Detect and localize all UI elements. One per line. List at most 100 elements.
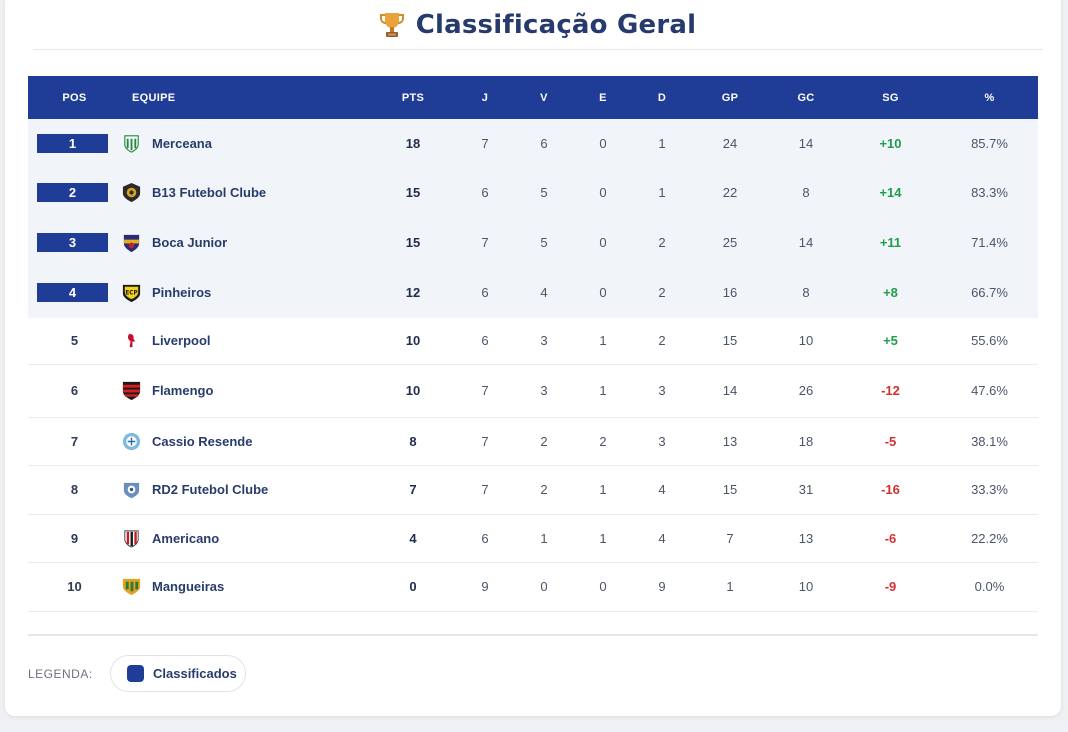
cell-d: 1 [658,135,666,151]
header-d[interactable]: D [657,91,667,104]
cell-e: 1 [599,333,607,348]
cell-d: 4 [658,482,666,497]
table-row[interactable]: 9 Americano 4 6 1 1 4 7 13 -6 22.2% [28,514,1038,562]
cell-gp: 24 [722,135,738,151]
team-name[interactable]: Cassio Resende [152,433,253,449]
cell-gc: 14 [798,135,814,151]
cell-j: 6 [481,333,489,348]
header-pct[interactable]: % [984,91,995,104]
cell-gc: 26 [798,383,814,398]
cell-v: 4 [540,284,548,300]
legend-swatch [127,665,144,682]
cell-pct: 71.4% [971,234,1008,250]
team-name[interactable]: Boca Junior [152,234,228,250]
goal-difference: -12 [881,383,900,398]
team-name[interactable]: B13 Futebol Clube [152,185,267,200]
cell-e: 0 [599,185,607,200]
cell-j: 6 [481,185,489,200]
cell-gc: 8 [802,185,810,200]
table-row[interactable]: 1 Merceana 18 7 6 0 1 24 14 +10 85.7% [28,119,1038,168]
cell-e: 2 [599,433,607,449]
header-gc[interactable]: GC [797,91,815,104]
team-name[interactable]: Pinheiros [152,284,212,300]
cell-v: 2 [540,433,548,449]
cell-e: 0 [599,135,607,151]
cell-team: Mangueiras [121,562,374,611]
cell-pct: 83.3% [971,185,1008,200]
position-number: 7 [70,433,79,449]
cell-gp: 14 [722,383,738,398]
team-name[interactable]: Merceana [152,135,212,151]
cell-gc: 8 [802,284,810,300]
header-team[interactable]: EQUIPE [132,91,176,104]
cell-j: 7 [481,135,489,151]
position-badge: 3 [37,232,108,252]
table-row[interactable]: 2 B13 Futebol Clube 15 6 5 0 1 22 8 +14 83.3% [28,168,1038,217]
header-pts[interactable]: PTS [401,91,425,104]
cell-pts: 8 [409,433,417,449]
legend-label: LEGENDA: [28,667,93,681]
header-sg[interactable]: SG [882,91,899,104]
cell-sg: -6 [840,514,941,562]
team-name[interactable]: RD2 Futebol Clube [152,482,269,497]
cell-v: 5 [540,234,548,250]
cell-pts: 15 [405,185,421,200]
goal-difference: +11 [879,234,902,250]
team-crest-icon [121,182,142,203]
cell-gp: 7 [726,530,734,546]
header-gp[interactable]: GP [721,91,739,104]
header-j[interactable]: J [481,91,489,104]
cell-team: Flamengo [121,364,374,417]
cell-e: 1 [599,482,607,497]
table-row[interactable]: 4 ECP Pinheiros 12 6 4 0 2 16 8 +8 66.7% [28,267,1038,317]
cell-pts: 7 [409,482,417,497]
table-row[interactable]: 8 RD2 Futebol Clube 7 7 2 1 4 15 31 -16 33.3% [28,465,1038,514]
cell-gp: 1 [726,579,734,594]
cell-pos: 9 [28,514,121,562]
cell-v: 5 [540,185,548,200]
header-v[interactable]: V [540,91,548,104]
table-row[interactable]: 5 Liverpool 10 6 3 1 2 15 10 +5 55.6% [28,317,1038,364]
goal-difference: -5 [884,433,897,449]
cell-gc: 10 [798,333,814,348]
cell-e: 1 [599,530,607,546]
table-row[interactable]: 6 Flamengo 10 7 3 1 3 14 26 -12 47.6% [28,364,1038,417]
team-crest-icon [121,528,142,549]
cell-pts: 12 [405,284,421,300]
cell-team: Merceana [121,119,374,168]
cell-pts: 0 [409,579,417,594]
goal-difference: +5 [883,333,898,348]
cell-pos: 7 [28,417,121,465]
cell-v: 6 [540,135,548,151]
header-pos[interactable]: POS [62,91,87,104]
cell-d: 3 [658,433,666,449]
cell-pos: 10 [28,562,121,611]
cell-d: 3 [658,383,666,398]
cell-sg: +14 [840,168,941,217]
header-e[interactable]: E [599,91,607,104]
legend-divider [28,634,1038,636]
cell-pos: 5 [28,317,121,364]
team-name[interactable]: Liverpool [152,333,211,348]
cell-gc: 10 [798,579,814,594]
cell-pts: 10 [405,333,421,348]
position-number: 6 [70,383,79,398]
goal-difference: +8 [883,284,898,300]
goal-difference: +10 [879,135,902,151]
cell-j: 7 [481,482,489,497]
cell-d: 2 [658,234,666,250]
table-row[interactable]: 7 Cassio Resende 8 7 2 2 3 13 18 -5 38.1% [28,417,1038,465]
cell-sg: -5 [840,417,941,465]
cell-j: 7 [481,433,489,449]
cell-e: 0 [599,579,607,594]
cell-gc: 31 [798,482,814,497]
team-name[interactable]: Americano [152,530,220,546]
cell-v: 3 [540,383,548,398]
team-name[interactable]: Flamengo [152,383,214,398]
goal-difference: -9 [884,579,897,594]
table-row[interactable]: 10 Mangueiras 0 9 0 0 9 1 10 -9 0.0% [28,562,1038,611]
cell-pos: 6 [28,364,121,417]
table-row[interactable]: 3 Boca Junior 15 7 5 0 2 25 14 +11 71.4% [28,217,1038,267]
team-name[interactable]: Mangueiras [152,579,225,594]
cell-team: Boca Junior [121,217,374,267]
